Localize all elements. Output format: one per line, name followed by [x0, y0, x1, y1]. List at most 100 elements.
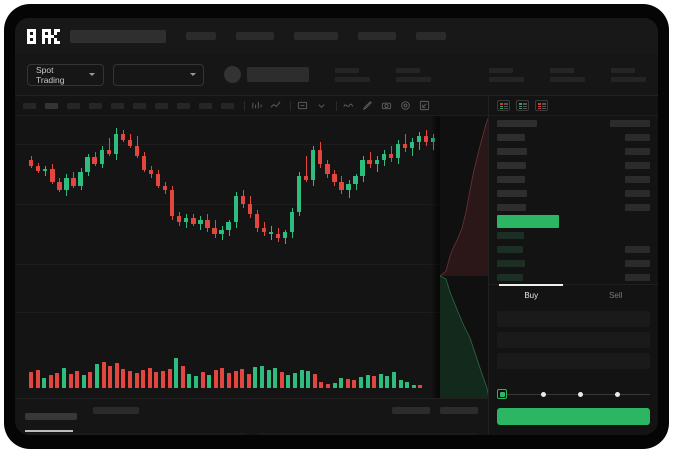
orderbook-price [497, 119, 537, 127]
orderbook-row[interactable] [489, 270, 658, 284]
bottom-tab-active[interactable] [25, 413, 77, 420]
candle-body [43, 169, 48, 171]
candle-body [219, 230, 224, 234]
volume-bar [266, 370, 271, 388]
orderbook-asks-icon[interactable] [535, 100, 548, 111]
volume-bar [101, 362, 106, 388]
orderbook-row[interactable] [489, 242, 658, 256]
interval-button-2[interactable] [45, 102, 58, 109]
nav-item-2[interactable] [236, 32, 274, 40]
wave-chart-icon[interactable] [343, 100, 354, 111]
okx-logo[interactable] [27, 28, 60, 44]
bottom-action-2[interactable] [440, 407, 478, 414]
interval-button-9[interactable] [199, 102, 212, 109]
orderbook-both-icon[interactable] [497, 100, 510, 111]
interval-button-1[interactable] [23, 102, 36, 109]
interval-button-7[interactable] [155, 102, 168, 109]
orderbook-amount [625, 203, 650, 211]
orderbook-row[interactable] [489, 200, 658, 214]
slider-stop-50[interactable] [578, 391, 584, 397]
candle-body [275, 234, 281, 238]
candle-body [162, 186, 168, 190]
fullscreen-icon[interactable] [419, 100, 430, 111]
volume-bar [352, 380, 357, 388]
nav-item-3[interactable] [294, 32, 338, 40]
volume-bar [62, 368, 66, 388]
camera-icon[interactable] [381, 100, 392, 111]
chevron-down-icon [190, 73, 197, 76]
slider-handle[interactable] [497, 389, 507, 399]
volume-bar [246, 374, 251, 388]
price-field[interactable] [497, 332, 650, 348]
nav-search-placeholder[interactable] [70, 29, 166, 43]
interval-button-3[interactable] [67, 102, 80, 109]
volume-bar [345, 379, 350, 388]
volume-bar [359, 377, 363, 388]
order-type-field[interactable] [497, 311, 650, 327]
volume-bar [95, 364, 99, 388]
orderbook-row[interactable] [489, 228, 658, 242]
drawing-tools-icon[interactable] [362, 100, 373, 111]
price-chart[interactable] [15, 116, 488, 398]
orderbook-row[interactable] [489, 172, 658, 186]
tab-buy-label: Buy [524, 291, 539, 300]
spot-trading-dropdown[interactable]: Spot Trading [27, 63, 104, 86]
orderbook-row[interactable] [489, 158, 658, 172]
orderbook-rows[interactable] [489, 116, 658, 284]
stat-label [334, 67, 359, 73]
toolbar-divider [336, 100, 337, 111]
candle-body [247, 204, 252, 214]
bottom-action-1[interactable] [392, 407, 430, 414]
interval-button-6[interactable] [133, 102, 146, 109]
candlestick-chart-icon[interactable] [251, 100, 262, 111]
tab-sell[interactable]: Sell [574, 285, 659, 306]
orderbook-row[interactable] [489, 186, 658, 200]
submit-buy-button[interactable] [497, 408, 650, 425]
interval-button-10[interactable] [221, 102, 234, 109]
volume-bar [68, 374, 73, 388]
line-chart-icon[interactable] [270, 100, 281, 111]
slider-stop-25[interactable] [541, 391, 547, 397]
slider-track [500, 393, 650, 395]
volume-bar [141, 370, 146, 388]
volume-bar [161, 371, 165, 388]
orderbook-row[interactable] [489, 116, 658, 130]
nav-item-4[interactable] [358, 32, 396, 40]
settings-icon[interactable] [400, 100, 411, 111]
nav-item-1[interactable] [186, 32, 216, 40]
candle-body [416, 136, 422, 142]
candle-body [71, 178, 76, 186]
interval-button-8[interactable] [177, 102, 190, 109]
orderbook-row[interactable] [489, 144, 658, 158]
slider-stop-75[interactable] [614, 391, 620, 397]
volume-bar [75, 371, 80, 388]
gridline [15, 264, 488, 265]
market-stat-1 [334, 67, 370, 82]
candle-body [395, 144, 401, 158]
tab-buy[interactable]: Buy [489, 284, 574, 306]
orderbook-price [497, 147, 527, 155]
orderbook-price [497, 231, 524, 239]
last-price-placeholder [247, 67, 309, 82]
indicators-icon[interactable] [297, 100, 308, 111]
candle-body [381, 154, 386, 160]
orderbook-row[interactable] [489, 256, 658, 270]
orderbook-row[interactable] [489, 130, 658, 144]
orderbook-bids-icon[interactable] [516, 100, 529, 111]
interval-button-5[interactable] [111, 102, 124, 109]
chart-toolbar [15, 96, 488, 116]
chevron-down-icon[interactable] [316, 100, 327, 111]
orderbook-row[interactable] [489, 214, 658, 228]
candle-body [198, 220, 203, 224]
amount-percent-slider[interactable] [497, 389, 650, 399]
trading-pair-select[interactable] [112, 63, 205, 86]
candle-body [254, 214, 259, 228]
nav-item-5[interactable] [416, 32, 446, 40]
orderbook-price [497, 189, 527, 197]
volume-bar [88, 372, 93, 388]
bottom-tab-2[interactable] [93, 407, 139, 414]
amount-field[interactable] [497, 353, 650, 369]
volume-bar [326, 384, 330, 388]
interval-button-4[interactable] [89, 102, 102, 109]
orderbook-layout-toggles [489, 96, 658, 116]
